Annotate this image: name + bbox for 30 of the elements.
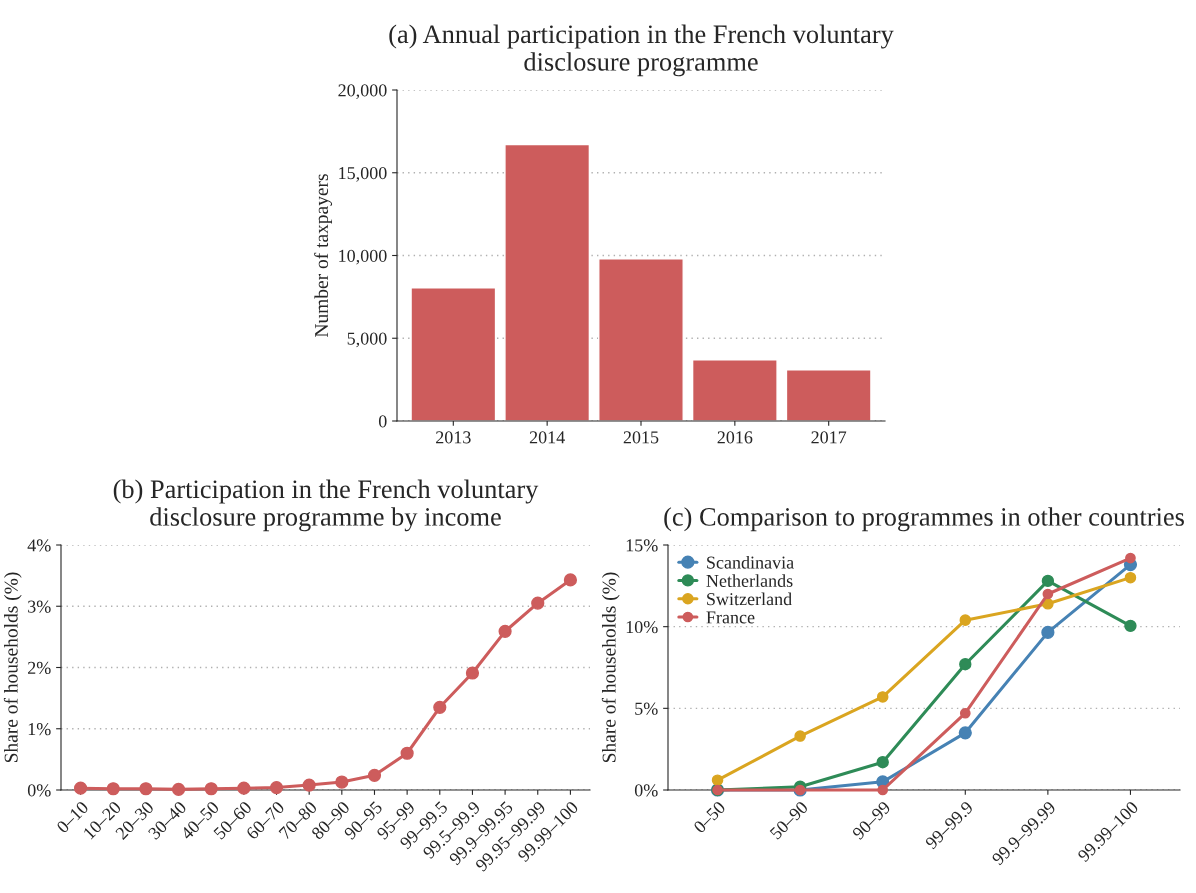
y-axis-title: Share of households (%) xyxy=(601,572,620,763)
y-tick-label: 0% xyxy=(27,784,51,797)
y-tick-label: 10% xyxy=(626,620,658,634)
y-tick-label: 1% xyxy=(28,723,51,736)
y-tick-label: 5,000 xyxy=(347,332,387,348)
legend-label: France xyxy=(706,611,755,624)
chart-title: (c) Comparison to programmes in other countries xyxy=(664,507,1184,532)
legend-label: Scandinavia xyxy=(707,555,794,569)
y-tick-label: 20,000 xyxy=(338,84,387,100)
y-axis-title: Number of taxpayers xyxy=(314,174,333,338)
y-tick-label: 10,000 xyxy=(339,249,387,265)
y-tick-label: 0 xyxy=(378,415,387,428)
y-tick-label: 2% xyxy=(28,661,51,674)
legend-label: Netherlands xyxy=(706,574,793,587)
y-tick-label: 15% xyxy=(626,539,658,552)
x-tick-label: 2016 xyxy=(717,431,753,444)
x-tick-label: 0–50 xyxy=(692,800,727,834)
y-axis-title: Share of households (%) xyxy=(3,572,22,763)
y-tick-label: 3% xyxy=(28,600,51,613)
chart-title: (a) Annual participation in the French voluntary disclosure programme xyxy=(389,24,894,77)
x-tick-label: 2017 xyxy=(811,431,847,444)
y-tick-label: 15,000 xyxy=(339,167,387,182)
x-tick-label: 2015 xyxy=(623,431,659,444)
x-tick-label: 2014 xyxy=(529,431,565,444)
y-tick-label: 0% xyxy=(634,784,658,797)
chart-title: (b) Participation in the French voluntary disclosure programme by income xyxy=(113,479,539,532)
legend-label: Switzerland xyxy=(707,592,792,606)
y-tick-label: 4% xyxy=(27,539,51,552)
y-tick-label: 5% xyxy=(635,702,658,715)
x-tick-label: 2013 xyxy=(436,431,471,444)
